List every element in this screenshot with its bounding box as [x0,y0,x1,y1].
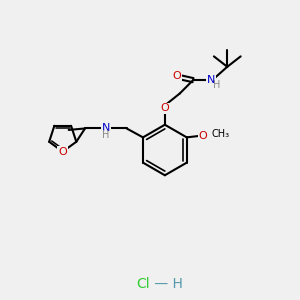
Text: N: N [102,124,110,134]
Text: O: O [160,103,169,113]
Text: N: N [207,75,215,85]
Text: O: O [58,147,67,157]
Text: — H: — H [150,277,183,291]
Text: H: H [213,80,220,90]
Text: Cl: Cl [136,277,150,291]
Text: O: O [172,71,181,81]
Text: H: H [102,130,110,140]
Text: O: O [199,131,208,141]
Text: CH₃: CH₃ [212,129,230,140]
